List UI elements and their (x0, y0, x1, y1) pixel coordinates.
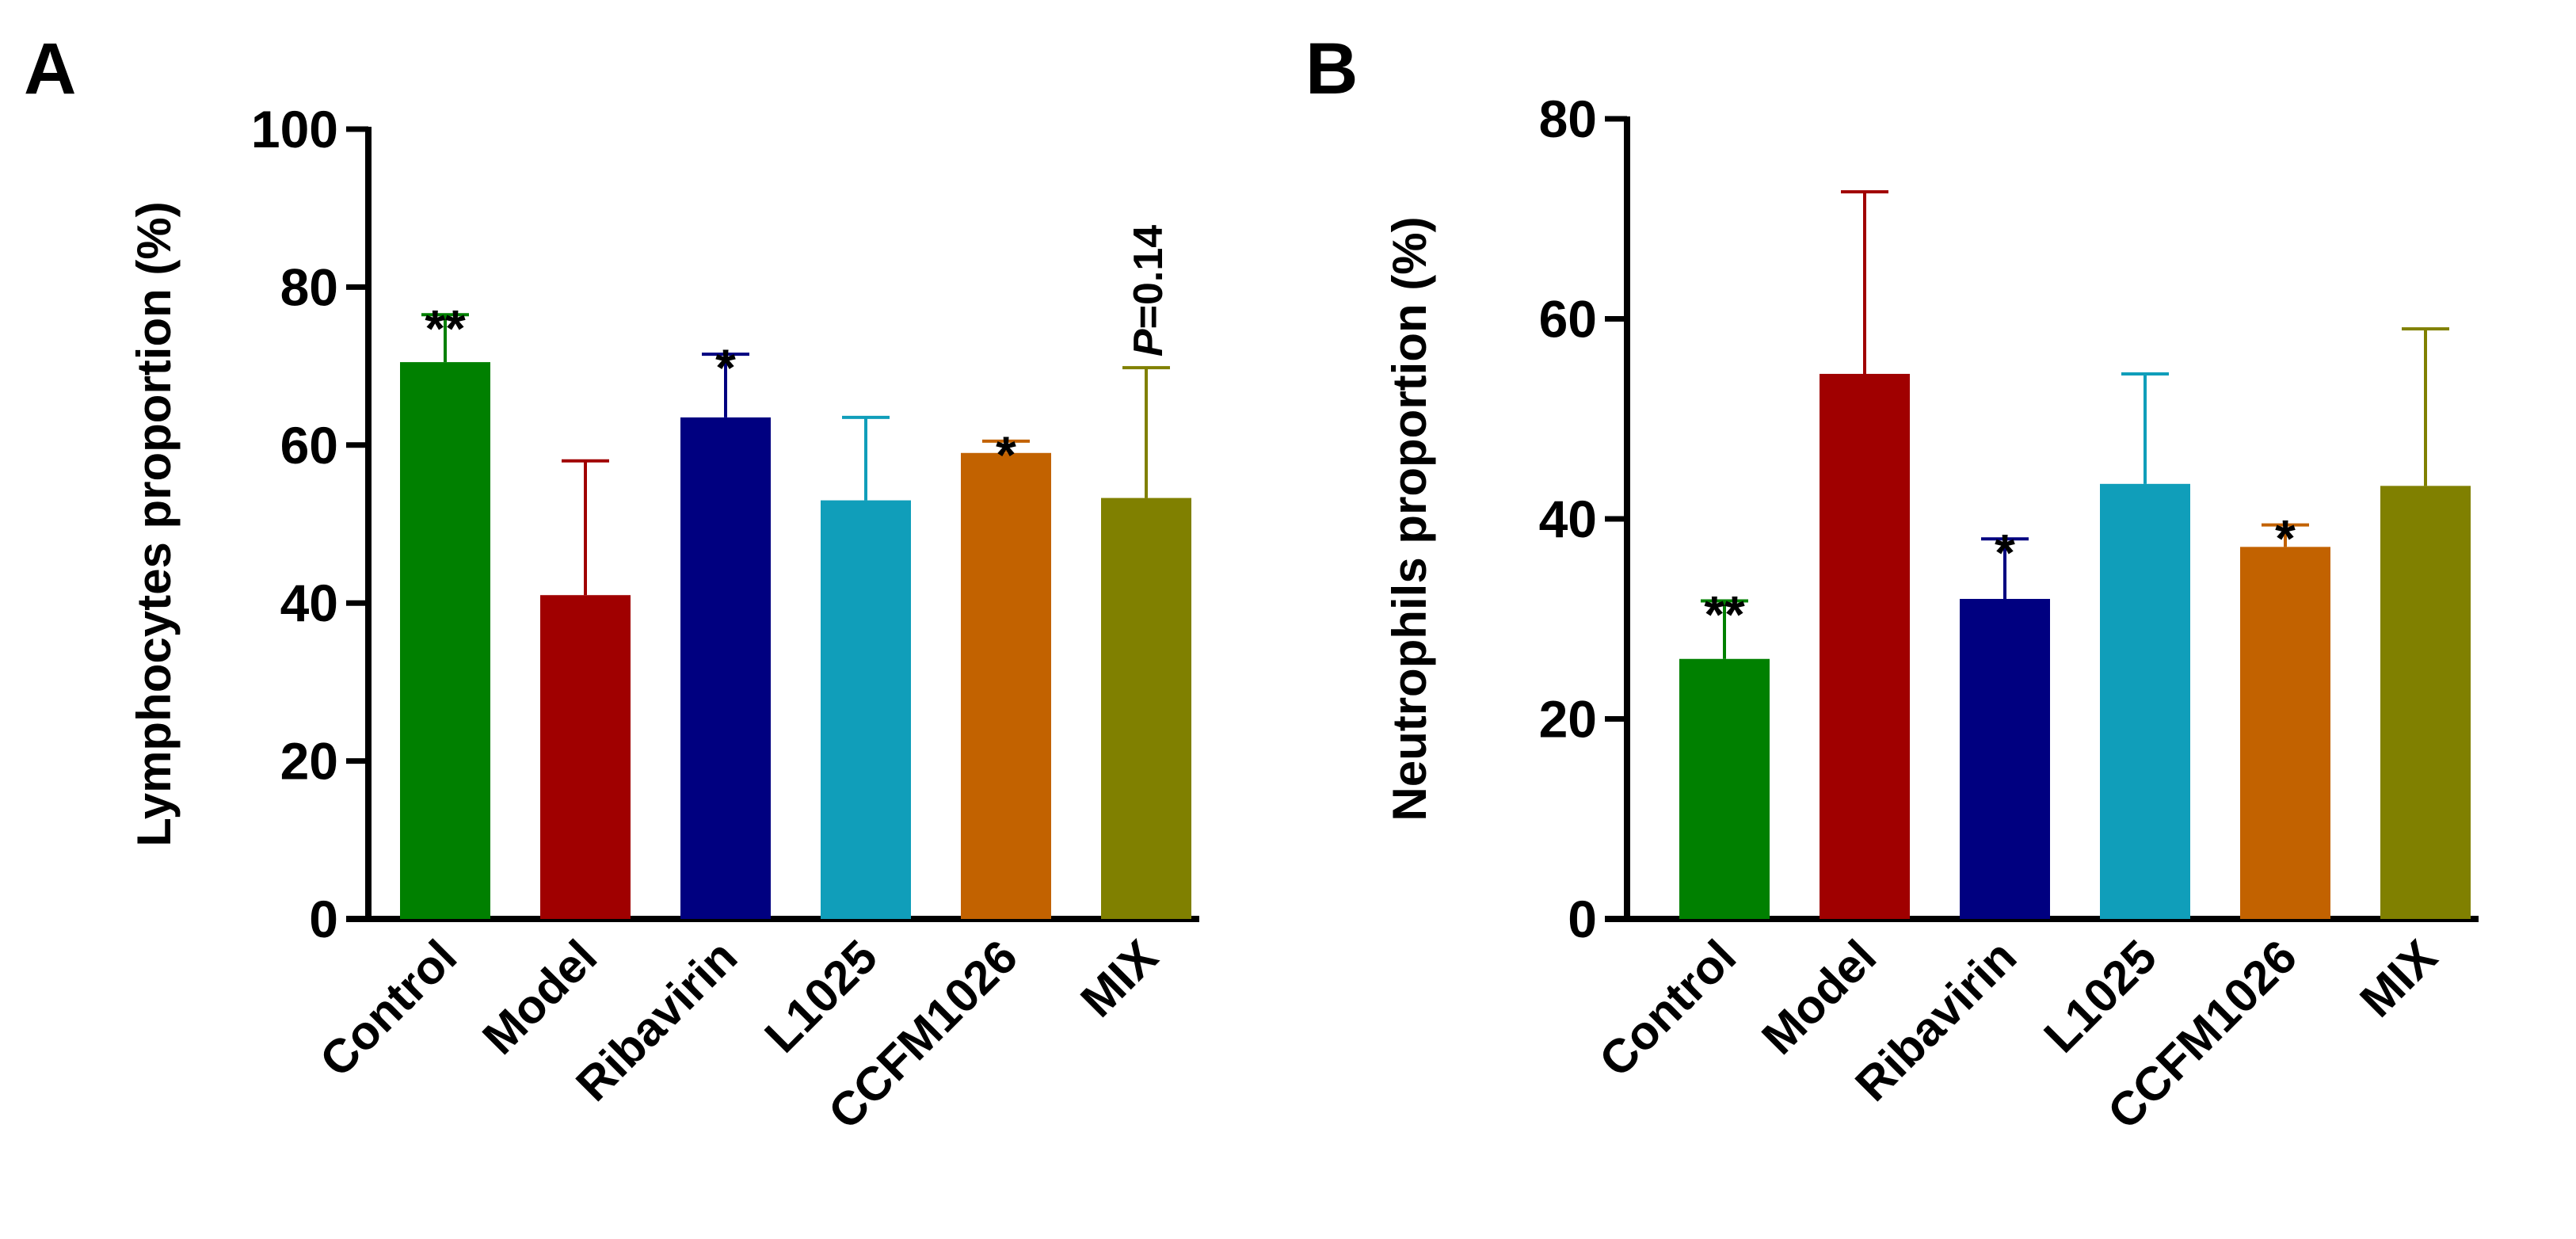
bar-mix (1101, 498, 1191, 919)
y-tick-label: 40 (1539, 490, 1597, 548)
x-tick-label: Control (1589, 930, 1746, 1087)
y-tick-label: 0 (1568, 890, 1597, 948)
bar-control (1679, 658, 1770, 919)
significance-marker: * (2275, 509, 2296, 568)
y-axis-label: Lymphocytes proportion (%) (128, 201, 181, 846)
x-tick-label: MIX (2349, 930, 2447, 1027)
bar-l1025 (821, 500, 911, 919)
x-tick-label: L1025 (755, 930, 888, 1063)
significance-marker: * (996, 425, 1016, 484)
y-axis-label: Neutrophils proportion (%) (1383, 216, 1436, 821)
bar-ccfm1026 (2240, 547, 2330, 919)
bar-model (1820, 373, 1910, 919)
significance-marker: ** (425, 299, 466, 357)
y-tick-label: 60 (280, 416, 338, 475)
bar-mix (2380, 486, 2471, 919)
y-tick-label: 40 (280, 574, 338, 632)
p-value-annotation: P=0.14 (1126, 225, 1172, 356)
y-tick-label: 80 (280, 257, 338, 316)
bar-ribavirin (1960, 599, 2050, 919)
bar-ccfm1026 (961, 452, 1051, 919)
x-tick-label: L1025 (2034, 930, 2167, 1063)
bar-ribavirin (680, 417, 771, 919)
x-tick-label: Model (472, 930, 607, 1065)
y-tick-label: 20 (280, 732, 338, 791)
x-tick-label: Control (310, 930, 467, 1087)
y-tick-label: 20 (1539, 690, 1597, 749)
significance-marker: * (715, 338, 736, 397)
bar-l1025 (2100, 483, 2190, 919)
x-tick-label: Model (1751, 930, 1886, 1065)
y-tick-label: 60 (1539, 290, 1597, 349)
bar-control (400, 362, 490, 919)
y-tick-label: 100 (251, 100, 338, 158)
panel-a: A Lymphocytes proportion (%) 0 20 40 60 80 100 *… (24, 29, 1199, 1139)
y-tick-label: 0 (309, 890, 338, 948)
significance-marker: ** (1704, 585, 1745, 644)
bar-model (540, 595, 631, 919)
y-tick-label: 80 (1539, 90, 1597, 148)
significance-marker: * (1995, 523, 2015, 581)
x-tick-label: MIX (1070, 930, 1168, 1027)
panel-label: B (1305, 29, 1358, 109)
panel-label: A (24, 29, 76, 109)
